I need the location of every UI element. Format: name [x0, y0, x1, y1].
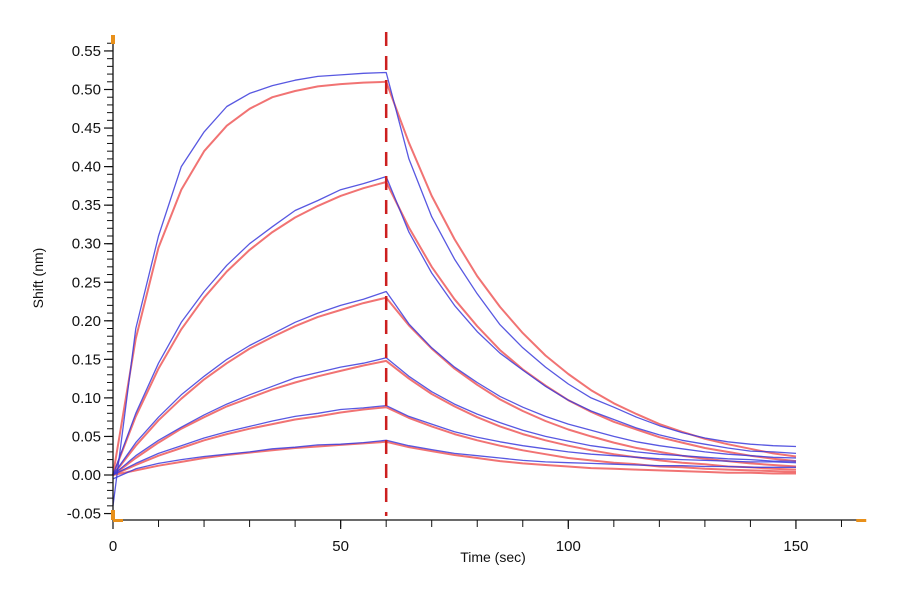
x-tick-label: 100 [556, 538, 581, 555]
y-tick-label: 0.10 [72, 390, 101, 407]
y-tick-label: 0.30 [72, 236, 101, 253]
x-axis-label: Time (sec) [460, 549, 526, 565]
axis-corner-handles[interactable] [111, 35, 867, 522]
data-curve-data-2 [112, 175, 797, 476]
y-tick-label: 0.00 [72, 467, 101, 484]
fit-curve-fit-1 [112, 80, 797, 476]
x-tick-label: 0 [109, 538, 117, 555]
data-curve-data-1 [112, 71, 797, 506]
y-tick-label: 0.40 [72, 159, 101, 176]
fit-curve-fit-2 [112, 181, 797, 476]
fit-curve-fit-3 [112, 296, 797, 476]
y-tick-label: 0.15 [72, 351, 101, 368]
x-ticks: 0 50 100 150 [109, 520, 842, 555]
x-tick-label: 150 [783, 538, 808, 555]
y-tick-label: 0.35 [72, 197, 101, 214]
x-tick-label: 50 [332, 538, 349, 555]
y-tick-label: 0.05 [72, 428, 101, 445]
y-ticks: -0.05 0.00 0.05 0.10 0.15 0.20 0.25 0.30 0.35 0.4… [67, 42, 113, 523]
fit-curve-fit-4 [112, 359, 797, 476]
x-axis-left-handle[interactable] [113, 519, 123, 522]
y-tick-label: 0.20 [72, 313, 101, 330]
y-axis-bottom-handle[interactable] [111, 510, 115, 520]
y-axis-label: Shift (nm) [30, 248, 46, 309]
y-tick-label: 0.45 [72, 120, 101, 137]
data-curve-data-6 [112, 439, 796, 480]
x-axis-right-handle[interactable] [856, 519, 867, 522]
y-tick-label: -0.05 [67, 506, 101, 523]
data-curve-data-5 [112, 404, 797, 476]
y-axis-top-handle[interactable] [111, 35, 115, 44]
fit-curve-fit-6 [112, 440, 796, 476]
axes: -0.05 0.00 0.05 0.10 0.15 0.20 0.25 0.30 0.35 0.4… [67, 35, 867, 555]
y-tick-label: 0.55 [72, 43, 101, 60]
y-tick-label: 0.50 [72, 82, 101, 99]
y-tick-label: 0.25 [72, 274, 101, 291]
data-curve-data-3 [112, 290, 797, 476]
data-curve-data-4 [112, 357, 796, 476]
curves [112, 71, 797, 506]
fit-curve-fit-5 [112, 406, 797, 476]
